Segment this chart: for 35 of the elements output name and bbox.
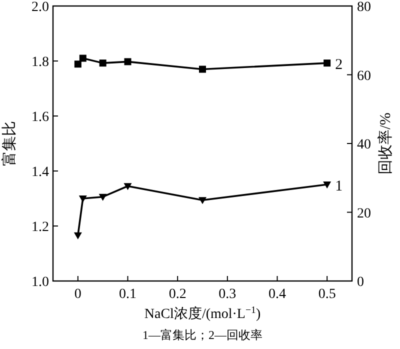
x-tick-label: 0.3 (218, 287, 236, 302)
point (74, 60, 82, 68)
point (324, 60, 331, 67)
x-tick-label: 0.2 (168, 287, 186, 302)
text: 1—富集比；2—回收率 (142, 328, 262, 342)
point (124, 183, 132, 190)
y-axis-title: 富集比 (1, 121, 18, 166)
point (78, 196, 87, 202)
x-tick-label: 0.1 (119, 287, 136, 302)
y2-axis-title: 回收率/% (377, 112, 394, 174)
point (98, 194, 107, 201)
x-tick-label: 0.4 (268, 287, 286, 302)
series-label: 2 (335, 57, 343, 74)
point (99, 60, 106, 67)
y-tick-label: 1.8 (32, 55, 49, 70)
y2-tick-label: 80 (357, 0, 371, 15)
x-tick-label: 0 (74, 287, 82, 302)
y2-tick-label: 60 (357, 68, 371, 84)
series-label: 1 (335, 178, 343, 194)
y2-tick-label: 40 (357, 138, 371, 152)
y2-tick-label: 0 (357, 275, 364, 290)
x-tick-label: 0.5 (318, 287, 336, 302)
point (124, 58, 132, 66)
point (323, 181, 332, 188)
y-tick-label: 1.0 (32, 275, 49, 290)
point (74, 232, 82, 240)
point (199, 66, 206, 73)
y-tick-label: 1.4 (32, 165, 49, 180)
point (198, 197, 206, 204)
point (79, 54, 86, 62)
y-tick-label: 1.2 (32, 220, 49, 235)
x-axis-title: NaCl浓度/(mol·L$^{−1}$) (144, 304, 261, 322)
y-tick-label: 1.6 (32, 110, 49, 125)
y-tick-label: 2.0 (32, 0, 49, 15)
y2-tick-label: 20 (357, 206, 371, 222)
